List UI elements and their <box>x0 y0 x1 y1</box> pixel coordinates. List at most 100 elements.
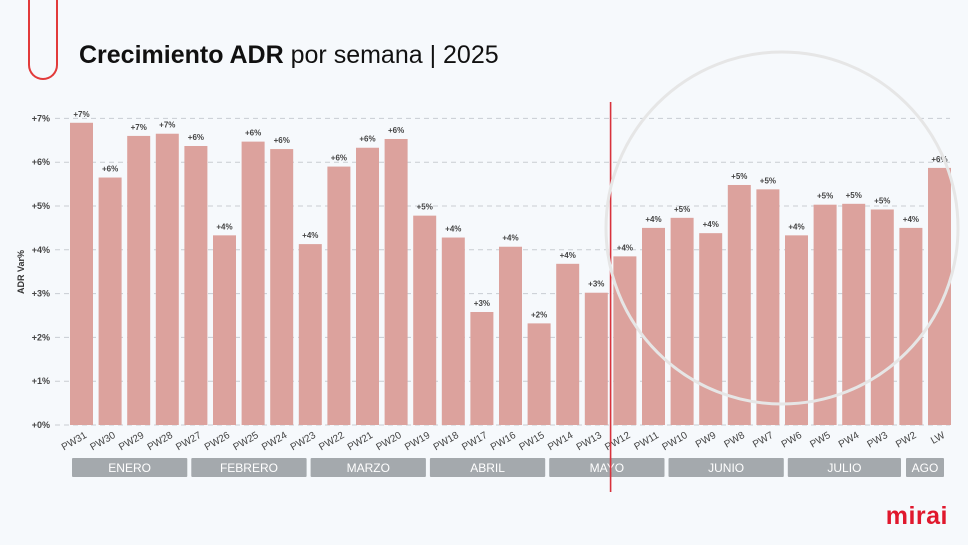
x-tick-label: PW8 <box>723 430 748 451</box>
data-label: +6% <box>931 155 947 164</box>
x-tick-label: PW13 <box>575 430 604 453</box>
y-tick-label: +2% <box>32 332 50 342</box>
month-box <box>72 458 188 477</box>
bar <box>470 311 494 425</box>
bar <box>727 184 751 425</box>
x-tick-label: PW22 <box>317 430 346 453</box>
bar <box>155 133 179 426</box>
month-label: AGO <box>912 461 939 475</box>
month-box <box>906 458 944 477</box>
y-tick-label: +7% <box>32 113 50 123</box>
x-tick-label: PW26 <box>203 430 232 453</box>
bar <box>642 227 665 425</box>
y-tick-label: +6% <box>32 157 50 167</box>
data-label: +5% <box>817 192 833 201</box>
data-label: +2% <box>531 310 547 319</box>
bar <box>70 122 93 425</box>
data-label: +5% <box>417 203 433 212</box>
data-label: +6% <box>331 154 347 163</box>
x-tick-label: PW9 <box>694 430 719 451</box>
month-label: MAYO <box>590 461 624 475</box>
x-tick-label: PW16 <box>489 430 518 453</box>
bar <box>413 215 437 425</box>
bar <box>384 138 408 425</box>
x-tick-label: LW <box>929 430 947 447</box>
title-bold: Crecimiento ADR <box>79 41 284 69</box>
month-box <box>310 458 426 477</box>
data-label: +6% <box>388 126 404 135</box>
x-tick-label: PW6 <box>780 430 805 451</box>
x-tick-label: PW5 <box>808 430 833 451</box>
data-label: +4% <box>502 234 518 243</box>
month-label: MARZO <box>347 461 390 475</box>
data-label: +4% <box>302 231 318 240</box>
x-tick-label: PW25 <box>232 430 261 453</box>
bar <box>499 246 522 425</box>
month-label: FEBRERO <box>220 461 278 475</box>
data-label: +6% <box>245 129 261 138</box>
x-tick-label: PW7 <box>751 430 776 451</box>
bar <box>441 237 465 425</box>
y-tick-label: +1% <box>32 376 50 386</box>
page-title: Crecimiento ADR por semana | 2025 <box>79 41 499 70</box>
data-label: +5% <box>846 191 862 200</box>
month-box <box>787 458 901 477</box>
data-label: +6% <box>102 165 118 174</box>
bar <box>870 209 894 425</box>
x-tick-label: PW19 <box>403 430 432 453</box>
month-box <box>191 458 307 477</box>
month-label: ENERO <box>108 461 151 475</box>
brand-logo: mirai <box>885 502 948 530</box>
bar <box>298 244 322 425</box>
x-tick-label: PW21 <box>346 430 375 453</box>
bar <box>670 217 694 425</box>
x-tick-label: PW4 <box>837 430 862 451</box>
y-tick-label: +3% <box>32 289 50 299</box>
decorative-hook <box>28 0 58 80</box>
y-axis-label: ADR Var% <box>16 250 26 294</box>
data-label: +4% <box>445 225 461 234</box>
bar <box>613 256 637 425</box>
data-label: +5% <box>674 205 690 214</box>
bar <box>98 177 122 425</box>
bar <box>327 166 351 425</box>
y-tick-label: +4% <box>32 245 50 255</box>
bar <box>556 263 580 425</box>
y-tick-label: +5% <box>32 201 50 211</box>
x-tick-label: PW10 <box>661 430 690 453</box>
x-tick-label: PW30 <box>89 430 118 453</box>
bar <box>842 203 866 425</box>
data-label: +3% <box>588 280 604 289</box>
bar <box>127 135 151 426</box>
x-tick-label: PW20 <box>375 430 404 453</box>
data-label: +4% <box>703 220 719 229</box>
data-label: +4% <box>216 222 232 231</box>
data-label: +5% <box>760 176 776 185</box>
data-label: +7% <box>73 110 89 119</box>
x-tick-label: PW24 <box>260 430 289 453</box>
title-rest: por semana | 2025 <box>290 41 499 69</box>
data-label: +4% <box>903 215 919 224</box>
x-tick-label: PW15 <box>518 430 547 453</box>
data-label: +7% <box>131 123 147 132</box>
month-label: JUNIO <box>708 461 744 475</box>
data-label: +4% <box>645 215 661 224</box>
bar <box>785 235 808 425</box>
month-label: ABRIL <box>470 461 505 475</box>
bar <box>241 141 265 425</box>
bar <box>184 145 208 425</box>
bar <box>270 149 294 425</box>
data-label: +6% <box>359 135 375 144</box>
x-tick-label: PW18 <box>432 430 461 453</box>
data-label: +7% <box>159 121 175 130</box>
data-label: +3% <box>474 299 490 308</box>
bar <box>213 235 236 425</box>
highlight-circle <box>604 50 960 406</box>
data-label: +6% <box>274 136 290 145</box>
data-label: +6% <box>188 133 204 142</box>
bar <box>928 167 951 426</box>
bar <box>356 147 379 425</box>
month-label: JULIO <box>827 461 861 475</box>
x-tick-label: PW12 <box>603 430 632 453</box>
